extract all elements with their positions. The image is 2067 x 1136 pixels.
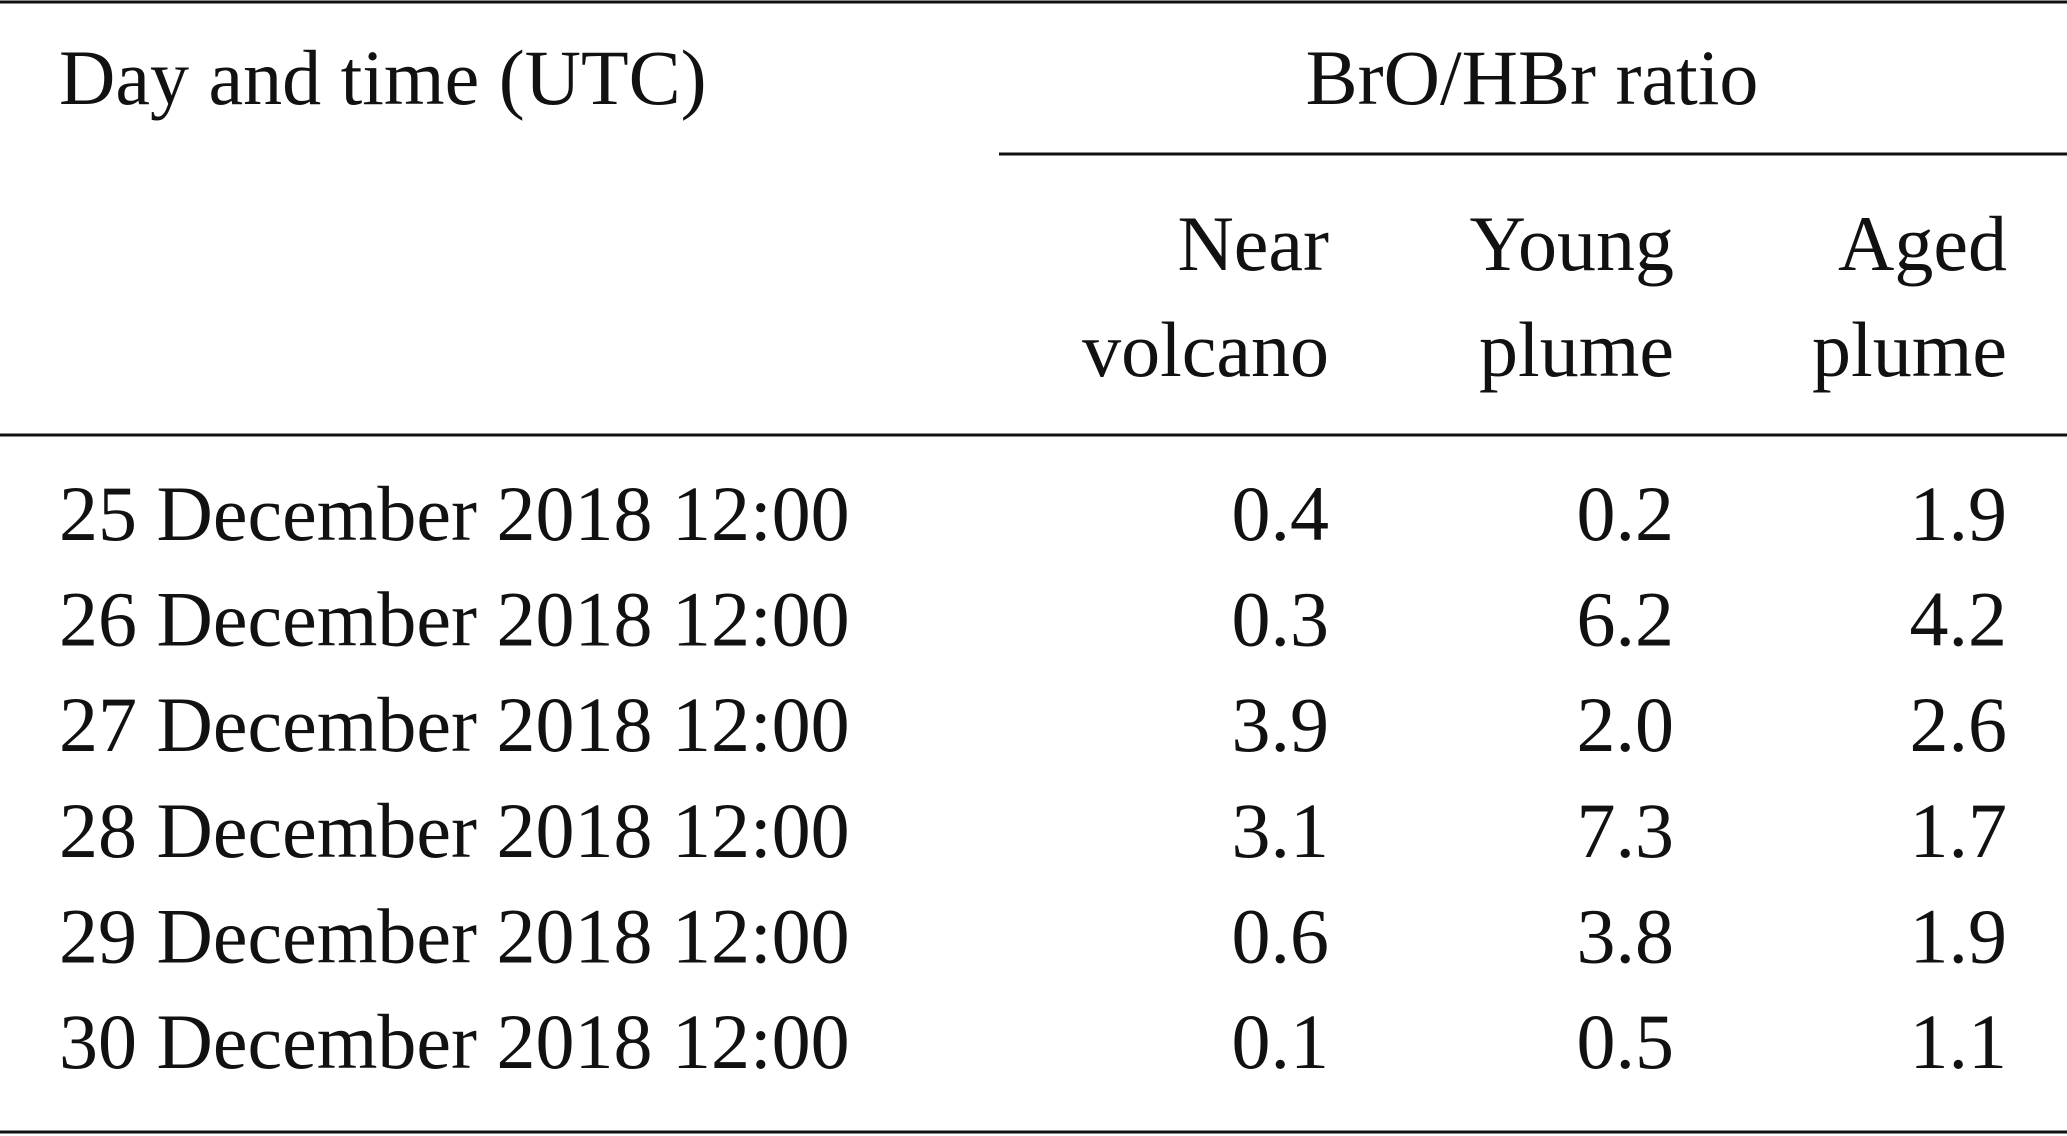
cell-value: 7.3 [1577, 787, 1675, 874]
cell-value: 0.1 [1232, 998, 1330, 1085]
column-header: volcano [1082, 306, 1329, 393]
cell-value: 6.2 [1577, 576, 1675, 663]
row-label: 26 December 2018 12:00 [59, 576, 850, 663]
column-header: plume [1479, 306, 1674, 393]
row-label: 28 December 2018 12:00 [59, 787, 850, 874]
cell-value: 1.7 [1910, 787, 2008, 874]
cell-value: 0.5 [1577, 998, 1675, 1085]
cell-value: 0.4 [1232, 470, 1330, 557]
cell-value: 1.9 [1910, 892, 2008, 979]
row-label: 30 December 2018 12:00 [59, 998, 850, 1085]
column-header: Young [1469, 200, 1674, 287]
cell-value: 0.2 [1577, 470, 1675, 557]
cell-value: 4.2 [1910, 576, 2008, 663]
row-label: 27 December 2018 12:00 [59, 681, 850, 768]
cell-value: 0.3 [1232, 576, 1330, 663]
column-header: Aged [1838, 200, 2007, 287]
row-label: 25 December 2018 12:00 [59, 470, 850, 557]
header-first: Day and time (UTC) [59, 34, 707, 121]
row-label: 29 December 2018 12:00 [59, 892, 850, 979]
cell-value: 3.8 [1577, 892, 1675, 979]
cell-value: 1.9 [1910, 470, 2008, 557]
column-header: plume [1812, 306, 2007, 393]
cell-value: 0.6 [1232, 892, 1330, 979]
cell-value: 2.6 [1910, 681, 2008, 768]
cell-value: 3.1 [1232, 787, 1330, 874]
cell-value: 1.1 [1910, 998, 2008, 1085]
cell-value: 3.9 [1232, 681, 1330, 768]
column-header: Near [1177, 200, 1329, 287]
cell-value: 2.0 [1577, 681, 1675, 768]
header-group: BrO/HBr ratio [1306, 34, 1759, 121]
